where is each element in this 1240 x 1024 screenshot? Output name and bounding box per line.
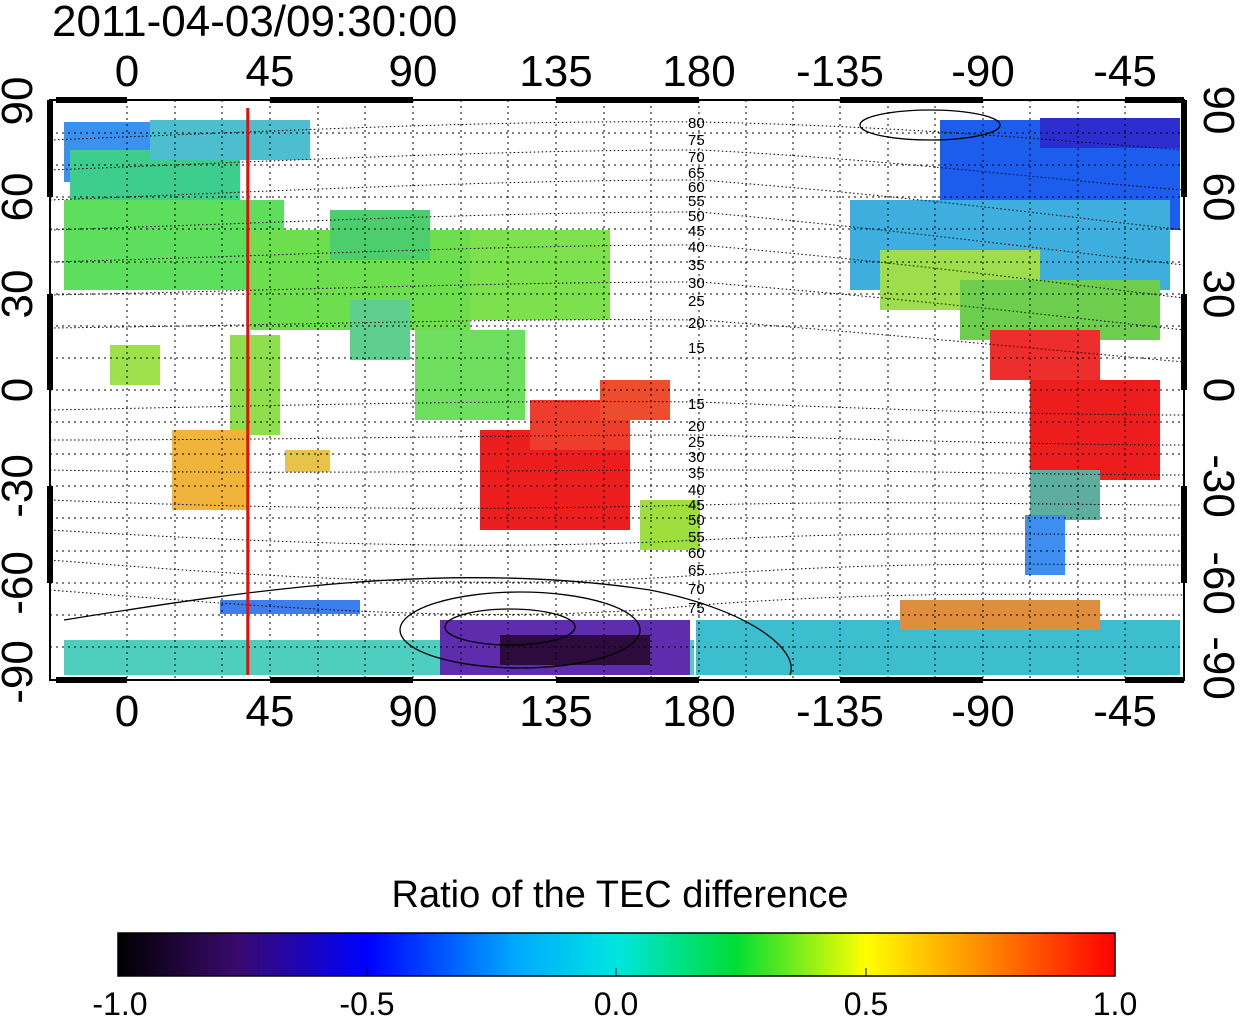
bottom-lon-label-m135: -135 — [795, 687, 885, 736]
bottom-lon-label-45: 45 — [245, 687, 295, 736]
pole-contour-rings — [63, 109, 1001, 676]
bottom-lon-label-90: 90 — [388, 687, 438, 736]
graticule-grid — [50, 100, 1184, 680]
contour-label-n80: 80 — [688, 115, 705, 132]
top-lon-label-0: 0 — [114, 47, 140, 96]
contour-label-n65: 65 — [688, 165, 705, 182]
contour-label-s55: 55 — [688, 529, 705, 546]
magnetic-contours — [50, 121, 1184, 615]
contour-label-n25: 25 — [688, 293, 705, 310]
contour-label-n40: 40 — [688, 239, 705, 256]
contour-label-s25: 25 — [688, 434, 705, 451]
contour-label-s60: 60 — [688, 545, 705, 562]
top-lon-label-90: 90 — [388, 47, 438, 96]
colorbar-label-m05: -0.5 — [339, 986, 395, 1022]
colorbar-label-05: 0.5 — [843, 986, 889, 1022]
contour-label-s35: 35 — [688, 465, 705, 482]
colorbar-title: Ratio of the TEC difference — [391, 874, 849, 916]
colorbar-ticks — [366, 968, 867, 976]
top-lon-label-m135: -135 — [795, 47, 885, 96]
contour-label-n15: 15 — [688, 340, 705, 357]
contour-label-s40: 40 — [688, 482, 705, 499]
contour-label-n35: 35 — [688, 257, 705, 274]
colorbar-label-0: 0.0 — [593, 986, 639, 1022]
map-title: 2011-04-03/09:30:00 — [52, 0, 458, 46]
top-lon-label-m90: -90 — [951, 47, 1015, 96]
contour-label-s15: 15 — [688, 396, 705, 413]
bottom-lon-label-180: 180 — [662, 687, 736, 736]
bottom-lon-label-0: 0 — [114, 687, 140, 736]
tec-data-patches — [64, 118, 1180, 675]
contour-label-s45: 45 — [688, 497, 705, 514]
bottom-lon-label-m90: -90 — [951, 687, 1015, 736]
contour-label-s65: 65 — [688, 562, 705, 579]
frame-ticks — [47, 97, 1187, 683]
contour-label-s75: 75 — [688, 600, 705, 617]
contour-label-s30: 30 — [688, 449, 705, 466]
contour-label-n75: 75 — [688, 132, 705, 149]
contour-label-s20: 20 — [688, 418, 705, 435]
contour-label-n55: 55 — [688, 193, 705, 210]
colorbar-label-1: 1.0 — [1092, 986, 1138, 1022]
contour-label-s70: 70 — [688, 581, 705, 598]
contour-label-n30: 30 — [688, 275, 705, 292]
bottom-lon-label-m45: -45 — [1093, 687, 1157, 736]
top-lon-label-m45: -45 — [1093, 47, 1157, 96]
contour-label-n60: 60 — [688, 179, 705, 196]
contour-label-s50: 50 — [688, 512, 705, 529]
contour-labels: 80 75 70 65 60 55 50 45 40 35 30 25 20 1… — [688, 115, 705, 617]
top-lon-label-135: 135 — [519, 47, 593, 96]
contour-label-n50: 50 — [688, 208, 705, 225]
contour-label-n70: 70 — [688, 149, 705, 166]
bottom-lon-label-135: 135 — [519, 687, 593, 736]
colorbar-label-m1: -1.0 — [92, 986, 148, 1022]
contour-label-n20: 20 — [688, 315, 705, 332]
top-lon-label-45: 45 — [245, 47, 295, 96]
contour-label-n45: 45 — [688, 223, 705, 240]
top-lon-label-180: 180 — [662, 47, 736, 96]
